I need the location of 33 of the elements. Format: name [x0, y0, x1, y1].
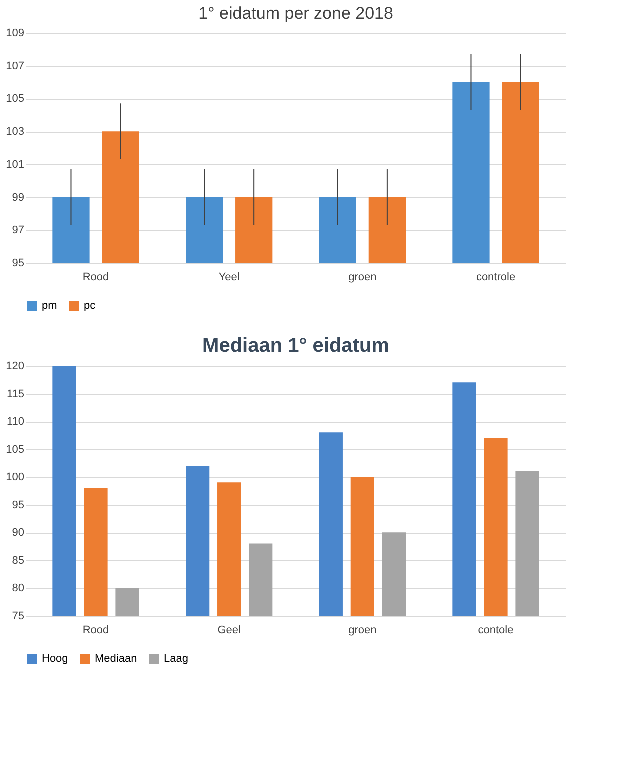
x-tick-label: groen: [348, 624, 377, 636]
legend-label: Hoog: [42, 653, 68, 665]
y-tick-label: 97: [12, 224, 24, 237]
legend-label: pm: [42, 300, 58, 312]
y-tick-label: 107: [6, 60, 24, 72]
y-tick-label: 115: [6, 388, 24, 400]
y-tick-label: 101: [6, 158, 24, 171]
y-tick-label: 85: [12, 554, 24, 567]
y-tick-label: 120: [6, 360, 24, 372]
y-tick-label: 90: [12, 527, 24, 540]
y-tick-label: 103: [6, 126, 24, 138]
y-tick-label: 109: [6, 28, 24, 40]
x-tick-label: Yeel: [218, 272, 240, 284]
x-tick-label: groen: [348, 272, 377, 284]
y-tick-label: 105: [6, 444, 24, 456]
y-tick-label: 110: [6, 416, 24, 428]
chart-title: Mediaan 1° eidatum: [202, 335, 390, 357]
y-tick-label: 75: [12, 610, 24, 622]
y-tick-label: 100: [6, 472, 24, 484]
y-tick-label: 95: [12, 258, 24, 270]
y-tick-label: 99: [12, 192, 24, 204]
x-tick-label: Rood: [82, 272, 110, 284]
x-tick-label: contole: [478, 624, 514, 636]
x-tick-label: Rood: [82, 624, 110, 636]
legend-label: pc: [84, 300, 96, 312]
legend-label: Laag: [164, 653, 188, 665]
x-tick-label: controle: [476, 272, 516, 284]
x-tick-label: Geel: [218, 624, 241, 636]
y-tick-label: 105: [6, 93, 24, 106]
y-tick-label: 80: [12, 582, 24, 595]
legend-label: Mediaan: [95, 653, 138, 665]
chart-title: 1° eidatum per zone 2018: [198, 4, 394, 23]
y-tick-label: 95: [12, 499, 24, 512]
